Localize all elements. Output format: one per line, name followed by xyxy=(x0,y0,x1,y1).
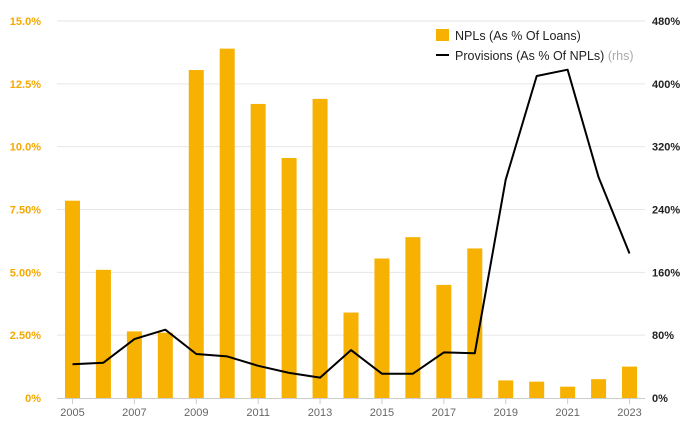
bar-series xyxy=(65,49,637,398)
bar-2006 xyxy=(96,270,111,398)
bar-2013 xyxy=(313,99,328,398)
legend-swatch-npls xyxy=(436,29,449,41)
bar-2015 xyxy=(374,259,389,398)
bar-2010 xyxy=(220,49,235,398)
legend-label-provisions-name: Provisions (As % Of NPLs) xyxy=(455,49,604,63)
legend-label-npls: NPLs (As % Of Loans) xyxy=(455,29,581,43)
x-axis-tick-label: 2009 xyxy=(184,407,208,419)
right-axis-tick-label: 480% xyxy=(652,16,680,28)
x-axis-tick-label: 2007 xyxy=(122,407,146,419)
x-axis-tick-label: 2011 xyxy=(246,407,270,419)
bar-2022 xyxy=(591,379,606,398)
bar-2020 xyxy=(529,382,544,398)
gridlines xyxy=(57,21,645,335)
legend: NPLs (As % Of Loans) Provisions (As % Of… xyxy=(436,29,634,63)
right-axis-tick-label: 0% xyxy=(652,393,668,405)
bar-2008 xyxy=(158,333,173,398)
left-axis-tick-label: 5.00% xyxy=(10,267,41,279)
x-axis-tick-label: 2019 xyxy=(493,407,517,419)
legend-label-provisions-suffix: (rhs) xyxy=(608,49,634,63)
bar-2005 xyxy=(65,201,80,398)
bar-2011 xyxy=(251,104,266,398)
bar-2023 xyxy=(622,367,637,398)
right-axis-tick-label: 160% xyxy=(652,267,680,279)
right-axis-tick-label: 80% xyxy=(652,330,674,342)
left-axis-tick-label: 2.50% xyxy=(10,330,41,342)
x-axis-tick-label: 2013 xyxy=(308,407,332,419)
left-axis-tick-label: 7.50% xyxy=(10,205,41,217)
left-axis-tick-label: 12.5% xyxy=(10,79,41,91)
bar-2017 xyxy=(436,285,451,398)
bar-2012 xyxy=(282,158,297,398)
x-axis-tick-label: 2015 xyxy=(370,407,394,419)
x-axis-tick-label: 2005 xyxy=(60,407,84,419)
left-axis-tick-label: 10.0% xyxy=(10,142,41,154)
x-axis-tick-label: 2021 xyxy=(555,407,579,419)
left-axis-tick-label: 0% xyxy=(25,393,41,405)
bar-2021 xyxy=(560,387,575,398)
right-axis-tick-label: 320% xyxy=(652,142,680,154)
x-axis-tick-label: 2023 xyxy=(617,407,641,419)
left-axis-tick-label: 15.0% xyxy=(10,16,41,28)
bar-2019 xyxy=(498,380,513,398)
legend-label-provisions: Provisions (As % Of NPLs) (rhs) xyxy=(455,49,634,63)
x-axis-tick-label: 2017 xyxy=(432,407,456,419)
right-axis-tick-label: 240% xyxy=(652,205,680,217)
right-axis-tick-label: 400% xyxy=(652,79,680,91)
bar-2007 xyxy=(127,331,142,398)
